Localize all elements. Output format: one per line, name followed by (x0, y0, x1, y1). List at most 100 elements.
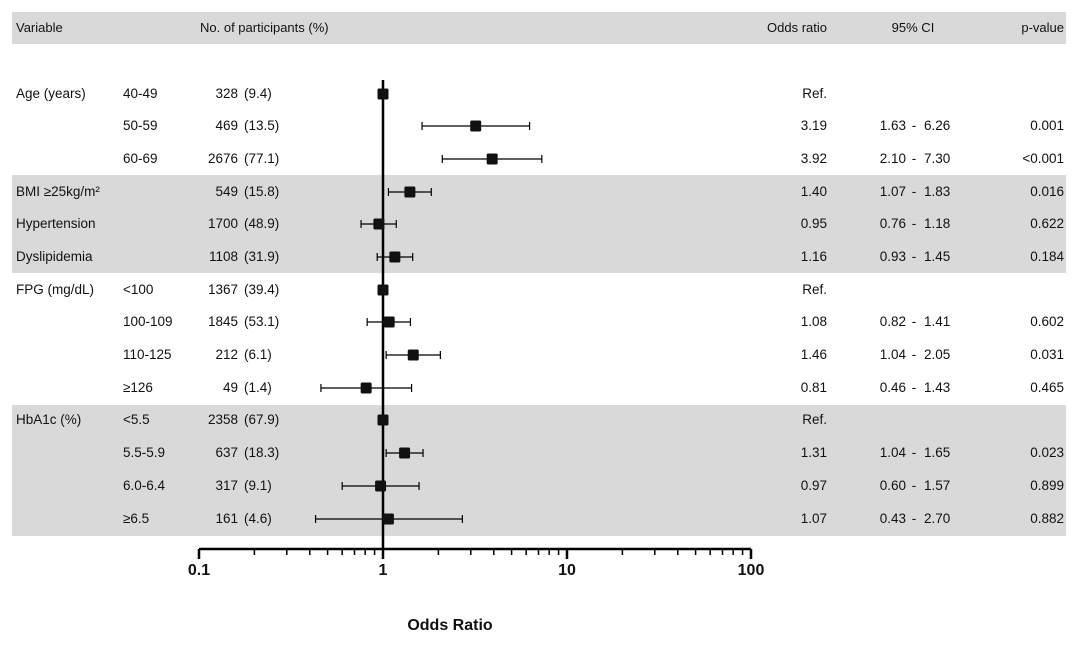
row-participants-pct: (77.1) (244, 151, 280, 166)
row-level-label: <100 (123, 282, 154, 297)
row-pvalue: 0.023 (1030, 445, 1064, 460)
odds-ratio-point (360, 382, 372, 394)
row-participants-pct: (31.9) (244, 249, 280, 264)
row-participants-n: 1700 (207, 216, 238, 231)
row-level-label: 6.0-6.4 (123, 478, 166, 493)
row-odds-ratio: 1.31 (800, 445, 827, 460)
row-participants-n: 328 (215, 86, 238, 101)
row-ci-separator: - (911, 314, 917, 329)
row-ci-separator: - (911, 478, 917, 493)
row-odds-ratio: 0.95 (800, 216, 827, 231)
header-odds-ratio: Odds ratio (767, 20, 827, 35)
group-band-bmi-hypertension-dyslipidemia (12, 175, 1066, 273)
row-group-label: Age (years) (16, 86, 86, 101)
row-level-label: 5.5-5.9 (123, 445, 166, 460)
row-pvalue: 0.016 (1030, 184, 1064, 199)
row-level-label: 50-59 (123, 118, 158, 133)
row-ci-separator: - (911, 511, 917, 526)
row-odds-ratio: Ref. (802, 412, 827, 427)
row-participants-n: 469 (215, 118, 238, 133)
row-participants-pct: (1.4) (244, 380, 272, 395)
row-pvalue: 0.465 (1030, 380, 1064, 395)
x-tick-label: 0.1 (187, 562, 211, 579)
row-participants-n: 637 (215, 445, 238, 460)
row-ci-separator: - (911, 249, 917, 264)
row-odds-ratio: Ref. (802, 86, 827, 101)
odds-ratio-point (377, 414, 389, 426)
row-participants-n: 1108 (208, 249, 238, 264)
row-group-label: HbA1c (%) (16, 412, 82, 427)
row-participants-pct: (67.9) (244, 412, 280, 427)
x-tick-label: 10 (558, 562, 576, 579)
row-level-label: 40-49 (123, 86, 158, 101)
row-ci-separator: - (911, 184, 917, 199)
row-participants-pct: (6.1) (244, 347, 272, 362)
header-pvalue: p-value (1021, 20, 1064, 35)
row-pvalue: 0.899 (1030, 478, 1064, 493)
row-ci-lower: 0.82 (879, 314, 906, 329)
header-band (12, 12, 1066, 44)
row-odds-ratio: Ref. (802, 282, 827, 297)
odds-ratio-point (377, 284, 389, 296)
row-ci-upper: 6.26 (924, 118, 951, 133)
odds-ratio-point (404, 186, 416, 198)
row-ci-upper: 7.30 (924, 151, 951, 166)
odds-ratio-point (377, 88, 389, 100)
row-ci-lower: 1.63 (879, 118, 906, 133)
row-pvalue: 0.602 (1030, 314, 1064, 329)
odds-ratio-point (389, 251, 401, 263)
odds-ratio-point (399, 447, 411, 459)
row-pvalue: <0.001 (1022, 151, 1064, 166)
row-ci-upper: 1.65 (924, 445, 951, 460)
row-participants-pct: (48.9) (244, 216, 280, 231)
row-participants-n: 49 (222, 380, 238, 395)
group-band-hba1c (12, 405, 1066, 536)
x-tick-label: 100 (737, 562, 765, 579)
row-participants-n: 2676 (207, 151, 238, 166)
row-ci-lower: 1.07 (879, 184, 906, 199)
odds-ratio-point (407, 349, 419, 361)
row-participants-n: 2358 (207, 412, 238, 427)
row-level-label: 60-69 (123, 151, 158, 166)
row-level-label: ≥6.5 (123, 511, 150, 526)
row-participants-pct: (18.3) (244, 445, 280, 460)
row-odds-ratio: 3.92 (800, 151, 827, 166)
row-ci-lower: 1.04 (879, 347, 906, 362)
row-ci-upper: 2.70 (924, 511, 951, 526)
row-group-label: Dyslipidemia (16, 249, 93, 264)
row-ci-lower: 0.76 (879, 216, 906, 231)
odds-ratio-point (382, 513, 394, 525)
row-ci-upper: 1.43 (924, 380, 951, 395)
row-participants-n: 1367 (207, 282, 238, 297)
odds-ratio-point (486, 153, 498, 165)
odds-ratio-point (383, 316, 395, 328)
x-axis-title: Odds Ratio (407, 617, 493, 634)
row-odds-ratio: 0.97 (800, 478, 827, 493)
row-ci-upper: 1.83 (924, 184, 951, 199)
row-level-label: 110-125 (123, 347, 172, 362)
row-ci-separator: - (911, 347, 917, 362)
row-ci-lower: 0.60 (879, 478, 906, 493)
row-ci-lower: 1.04 (879, 445, 906, 460)
row-ci-separator: - (911, 151, 917, 166)
row-ci-lower: 2.10 (879, 151, 906, 166)
row-ci-lower: 0.93 (879, 249, 906, 264)
row-group-label: FPG (mg/dL) (16, 282, 95, 297)
row-odds-ratio: 1.07 (800, 511, 827, 526)
row-participants-n: 317 (215, 478, 238, 493)
row-odds-ratio: 1.16 (800, 249, 827, 264)
row-participants-pct: (15.8) (244, 184, 280, 199)
row-odds-ratio: 1.46 (800, 347, 827, 362)
row-ci-upper: 1.41 (924, 314, 951, 329)
row-odds-ratio: 1.08 (800, 314, 827, 329)
row-odds-ratio: 1.40 (800, 184, 827, 199)
row-participants-n: 161 (215, 511, 238, 526)
row-level-label: ≥126 (123, 380, 153, 395)
row-ci-upper: 1.57 (924, 478, 951, 493)
row-participants-n: 1845 (207, 314, 238, 329)
row-pvalue: 0.882 (1030, 511, 1064, 526)
row-ci-lower: 0.46 (879, 380, 906, 395)
row-pvalue: 0.031 (1030, 347, 1064, 362)
row-participants-pct: (9.1) (244, 478, 272, 493)
